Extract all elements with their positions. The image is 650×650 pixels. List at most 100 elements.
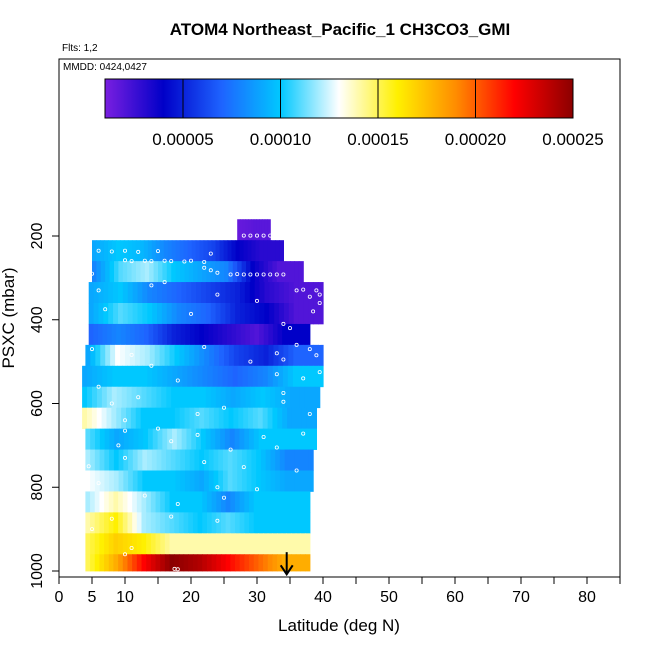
heatmap-cell bbox=[263, 554, 269, 572]
heatmap-cell bbox=[85, 470, 91, 492]
heatmap-cell bbox=[195, 240, 201, 262]
heatmap-cell bbox=[239, 240, 245, 262]
heatmap-cell bbox=[210, 303, 217, 325]
heatmap-cell bbox=[122, 533, 129, 555]
heatmap-cell bbox=[290, 386, 296, 409]
heatmap-cell bbox=[197, 554, 203, 572]
heatmap-cell bbox=[142, 303, 148, 325]
heatmap-cell bbox=[207, 365, 214, 388]
heatmap-cell bbox=[258, 344, 265, 367]
heatmap-cell bbox=[235, 282, 241, 304]
heatmap-cell bbox=[93, 303, 100, 325]
heatmap-cell bbox=[184, 407, 191, 430]
heatmap-cell bbox=[244, 533, 250, 555]
heatmap-cell bbox=[188, 512, 194, 534]
heatmap-cell bbox=[155, 407, 161, 430]
heatmap-cell bbox=[92, 365, 98, 388]
heatmap-cell bbox=[232, 365, 239, 388]
heatmap-cell bbox=[233, 407, 239, 430]
observation-point bbox=[175, 378, 180, 383]
heatmap-cell bbox=[194, 344, 200, 367]
heatmap-cell bbox=[180, 470, 186, 492]
colorbar-tick-label: 0.00005 bbox=[152, 130, 213, 149]
heatmap-cell bbox=[208, 323, 214, 346]
heatmap-cell bbox=[128, 449, 134, 471]
heatmap-cell bbox=[180, 261, 185, 283]
heatmap-cell bbox=[104, 512, 110, 534]
observation-point bbox=[90, 271, 95, 276]
heatmap-cell bbox=[99, 470, 105, 492]
heatmap-cell bbox=[263, 428, 269, 450]
heatmap-cell bbox=[179, 344, 185, 367]
heatmap-cell bbox=[268, 261, 273, 283]
heatmap-cell bbox=[277, 533, 283, 555]
heatmap-cell bbox=[293, 344, 299, 367]
observation-point bbox=[169, 514, 174, 519]
heatmap-cell bbox=[215, 386, 222, 409]
observation-point bbox=[202, 265, 207, 270]
heatmap-cell bbox=[166, 470, 172, 492]
heatmap-cell bbox=[263, 512, 269, 534]
observation-point bbox=[96, 248, 101, 253]
heatmap-cell bbox=[155, 512, 161, 534]
heatmap-cell bbox=[275, 386, 281, 409]
heatmap-cell bbox=[229, 428, 236, 450]
heatmap-cell bbox=[200, 386, 207, 409]
heatmap-cell bbox=[199, 240, 205, 262]
heatmap-cell bbox=[279, 470, 286, 492]
heatmap-cell bbox=[307, 365, 314, 388]
heatmap-cell bbox=[299, 386, 306, 409]
heatmap-cell bbox=[159, 344, 166, 367]
heatmap-cell bbox=[272, 365, 279, 388]
heatmap-cell bbox=[176, 282, 183, 304]
heatmap-cell bbox=[164, 533, 171, 555]
heatmap-cell bbox=[281, 261, 287, 283]
heatmap-cell bbox=[151, 470, 158, 492]
heatmap-cell bbox=[88, 323, 94, 346]
heatmap-cell bbox=[111, 323, 117, 346]
heatmap-cell bbox=[176, 303, 183, 325]
heatmap-cell bbox=[132, 365, 138, 388]
y-axis-title: PSXC (mbar) bbox=[0, 267, 18, 368]
heatmap-cell bbox=[150, 512, 157, 534]
heatmap-cell bbox=[275, 449, 281, 471]
heatmap-cell bbox=[110, 344, 116, 367]
heatmap-cell bbox=[108, 282, 114, 304]
heatmap-layer bbox=[82, 219, 324, 572]
observation-point bbox=[208, 251, 213, 256]
heatmap-cell bbox=[113, 303, 119, 325]
observation-point bbox=[188, 311, 193, 316]
heatmap-cell bbox=[215, 282, 222, 304]
heatmap-cell bbox=[217, 365, 224, 388]
heatmap-cell bbox=[194, 407, 200, 430]
heatmap-cell bbox=[174, 533, 180, 555]
observation-point bbox=[103, 307, 108, 312]
heatmap-cell bbox=[210, 282, 217, 304]
heatmap-cell bbox=[102, 365, 108, 388]
heatmap-cell bbox=[191, 386, 197, 409]
heatmap-cell bbox=[206, 554, 213, 572]
heatmap-cell bbox=[200, 303, 207, 325]
heatmap-cell bbox=[232, 261, 238, 283]
observation-point bbox=[123, 428, 128, 433]
heatmap-cell bbox=[122, 554, 129, 572]
heatmap-cell bbox=[177, 365, 184, 388]
x-axis-title: Latitude (deg N) bbox=[278, 616, 400, 635]
heatmap-cell bbox=[220, 303, 226, 325]
observation-point bbox=[261, 272, 266, 277]
observation-point bbox=[202, 344, 207, 349]
arrow-marker bbox=[279, 552, 294, 577]
heatmap-cell bbox=[230, 533, 236, 555]
heatmap-cell bbox=[298, 449, 305, 471]
heatmap-cell bbox=[185, 449, 191, 471]
heatmap-cell bbox=[216, 554, 222, 572]
heatmap-cell bbox=[277, 323, 283, 346]
heatmap-cell bbox=[249, 428, 255, 450]
heatmap-cell bbox=[279, 449, 286, 471]
heatmap-cell bbox=[197, 491, 203, 513]
heatmap-cell bbox=[308, 470, 314, 492]
heatmap-cell bbox=[210, 261, 216, 283]
heatmap-cell bbox=[272, 407, 278, 430]
heatmap-cell bbox=[203, 470, 210, 492]
observation-point bbox=[129, 259, 134, 264]
